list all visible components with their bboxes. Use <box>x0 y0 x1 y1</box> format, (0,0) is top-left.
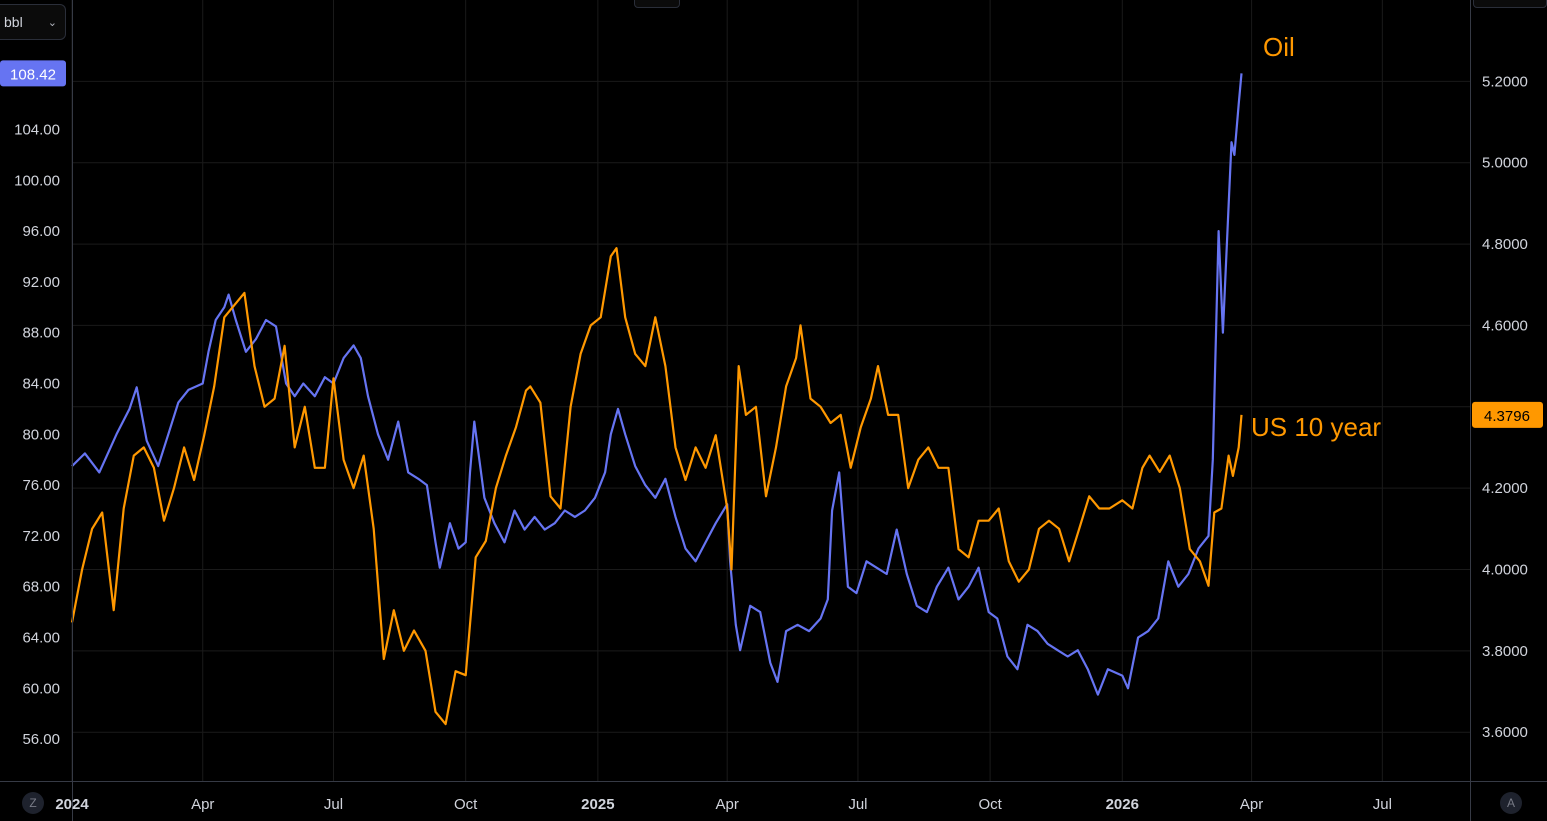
toolbar-button[interactable] <box>634 0 680 8</box>
grid-lines <box>71 0 1470 781</box>
left-tick-label: 60.00 <box>22 680 60 697</box>
us10-last-value-badge <box>1472 401 1543 428</box>
us10-annotation: US 10 year <box>1251 412 1382 442</box>
left-tick-label: 80.00 <box>22 426 60 443</box>
left-tick-label: 96.00 <box>22 223 60 240</box>
axis-labels: 104.00 100.00 96.00 92.00 88.00 84.00 80.00 76.… <box>0 60 1543 813</box>
left-tick-label: 92.00 <box>22 274 60 291</box>
timezone-button[interactable]: Z <box>22 792 44 814</box>
right-tick-label: 4.0000 <box>1482 561 1528 578</box>
chevron-down-icon: ⌄ <box>47 16 57 29</box>
x-tick-label: Jul <box>848 796 867 813</box>
x-tick-label: Apr <box>191 796 214 813</box>
x-tick-label: Oct <box>454 796 478 813</box>
left-tick-label: 88.00 <box>22 325 60 342</box>
unit-selector-value: bbl <box>4 14 23 30</box>
right-tick-label: 4.8000 <box>1482 236 1528 253</box>
left-tick-label: 104.00 <box>14 122 60 139</box>
auto-scale-button[interactable]: A <box>1500 792 1522 814</box>
right-tick-label: 5.2000 <box>1482 73 1528 90</box>
right-tick-label: 3.8000 <box>1482 643 1528 660</box>
left-tick-label: 56.00 <box>22 731 60 748</box>
left-tick-label: 64.00 <box>22 629 60 646</box>
right-tick-label: 4.2000 <box>1482 480 1528 497</box>
x-tick-label: Apr <box>1240 796 1263 813</box>
series-lines <box>70 73 1243 726</box>
left-tick-label: 84.00 <box>22 376 60 393</box>
left-tick-label: 68.00 <box>22 579 60 596</box>
us10-last-value: 4.3796 <box>1484 408 1530 425</box>
oil-annotation: Oil <box>1263 32 1295 62</box>
us10-line <box>70 247 1243 726</box>
oil-last-value-badge <box>0 60 66 87</box>
x-tick-label: 2026 <box>1106 796 1139 813</box>
oil-last-value: 108.42 <box>10 66 56 83</box>
x-tick-label: Jul <box>324 796 343 813</box>
x-tick-label: Jul <box>1373 796 1392 813</box>
x-tick-label: Apr <box>716 796 739 813</box>
unit-selector[interactable]: bbl ⌄ <box>0 4 66 40</box>
right-tick-label: 5.0000 <box>1482 155 1528 172</box>
left-tick-label: 76.00 <box>22 477 60 494</box>
toolbar-button-right[interactable] <box>1473 0 1547 8</box>
right-tick-label: 4.6000 <box>1482 317 1528 334</box>
x-tick-label: Oct <box>978 796 1002 813</box>
x-tick-label: 2025 <box>581 796 614 813</box>
left-tick-label: 100.00 <box>14 172 60 189</box>
x-tick-label: 2024 <box>55 796 89 813</box>
left-tick-label: 72.00 <box>22 528 60 545</box>
right-tick-label: 3.6000 <box>1482 724 1528 741</box>
